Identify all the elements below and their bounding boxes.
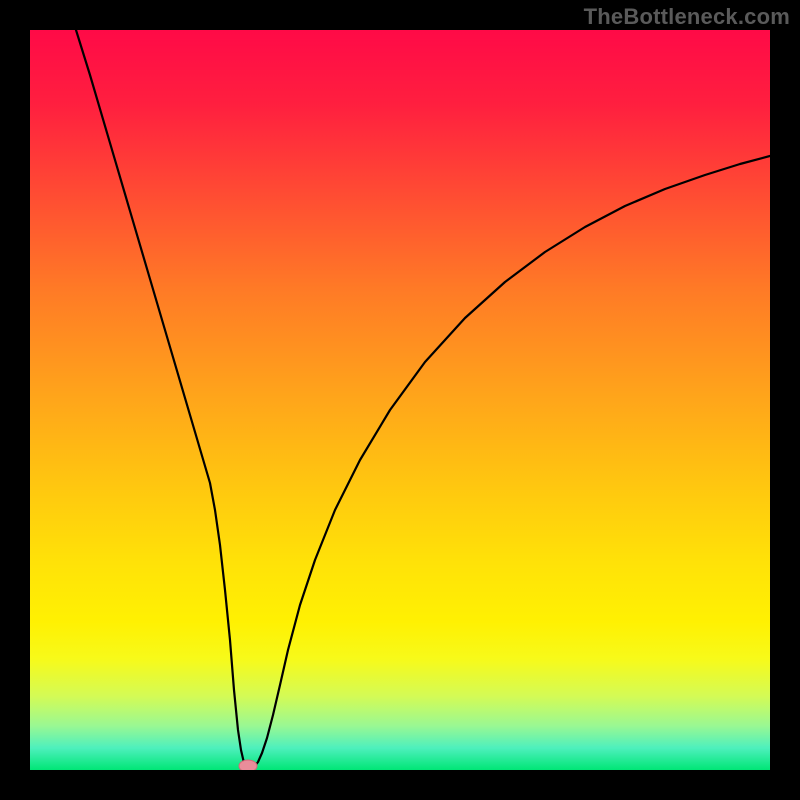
minimum-marker [239, 760, 257, 770]
chart-svg [30, 30, 770, 770]
plot-area [30, 30, 770, 770]
watermark-text: TheBottleneck.com [584, 4, 790, 30]
gradient-background [30, 30, 770, 770]
chart-frame: TheBottleneck.com [0, 0, 800, 800]
